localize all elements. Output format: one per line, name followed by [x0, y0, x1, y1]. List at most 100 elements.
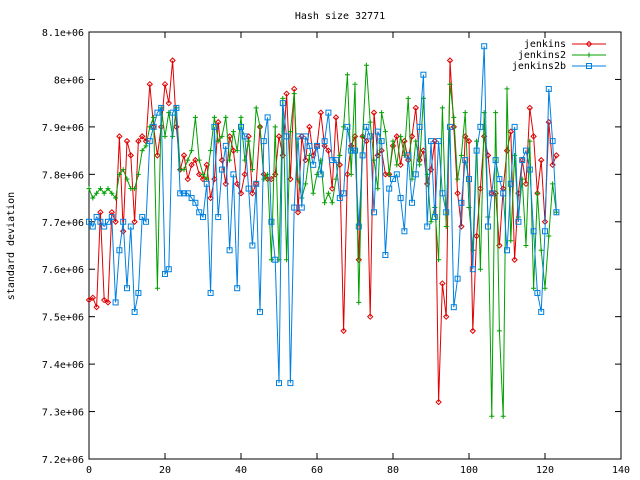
data-point-jenkins	[553, 152, 560, 159]
data-point-jenkins2b	[200, 214, 206, 221]
data-point-jenkins2b	[177, 190, 184, 197]
data-point-jenkins	[446, 57, 454, 64]
data-point-jenkins2	[443, 224, 449, 230]
data-point-jenkins2b	[511, 123, 518, 130]
data-point-jenkins2b	[390, 176, 396, 183]
data-point-jenkins2b	[234, 285, 241, 292]
data-point-jenkins	[454, 190, 461, 197]
data-point-jenkins	[93, 303, 100, 311]
data-point-jenkins2	[208, 148, 214, 154]
data-point-jenkins2	[135, 171, 141, 177]
data-point-jenkins2b	[355, 223, 362, 230]
data-point-jenkins2	[546, 233, 552, 239]
data-point-jenkins2	[337, 152, 343, 158]
data-point-jenkins	[184, 175, 192, 183]
data-point-jenkins2	[375, 186, 381, 192]
data-point-jenkins2	[379, 110, 385, 116]
data-point-jenkins	[469, 327, 477, 335]
data-point-jenkins2b	[504, 247, 510, 254]
data-point-jenkins2b	[367, 133, 374, 140]
data-point-jenkins2	[105, 186, 111, 192]
data-point-jenkins2	[219, 133, 225, 139]
data-point-jenkins2b	[515, 218, 522, 225]
data-point-jenkins	[442, 313, 450, 320]
data-point-jenkins2	[185, 157, 191, 163]
x-tick-label: 120	[536, 465, 554, 476]
data-point-jenkins2b	[173, 104, 180, 111]
data-point-jenkins	[275, 133, 283, 140]
data-point-jenkins2b	[336, 195, 343, 202]
data-point-jenkins2b	[120, 218, 127, 225]
data-point-jenkins	[127, 152, 135, 159]
data-point-jenkins2	[363, 62, 369, 68]
data-point-jenkins2b	[264, 114, 271, 121]
data-point-jenkins2	[310, 190, 316, 196]
data-point-jenkins2	[504, 86, 510, 92]
data-point-jenkins2	[371, 157, 377, 163]
x-tick-label: 40	[235, 465, 247, 476]
data-point-jenkins2	[90, 195, 96, 201]
data-point-jenkins	[207, 194, 214, 202]
data-point-jenkins2b	[359, 152, 366, 159]
data-point-jenkins	[317, 109, 325, 116]
data-point-jenkins2b	[116, 247, 123, 254]
y-axis-label: standard deviation	[6, 192, 17, 300]
data-point-jenkins2	[477, 266, 483, 272]
data-point-jenkins	[112, 218, 119, 225]
x-tick-label: 60	[311, 465, 323, 476]
data-point-jenkins2b	[181, 190, 187, 197]
data-point-jenkins2b	[97, 218, 104, 225]
data-point-jenkins	[537, 156, 545, 164]
data-point-jenkins2	[417, 162, 423, 168]
data-point-jenkins2b	[207, 289, 214, 296]
data-point-jenkins	[397, 161, 404, 169]
legend-label-jenkins2b: jenkins2b	[512, 61, 566, 72]
legend-marker-jenkins2b	[586, 63, 592, 69]
data-point-jenkins	[165, 99, 173, 107]
data-point-jenkins2	[246, 138, 252, 144]
data-point-jenkins2b	[553, 209, 560, 216]
data-point-jenkins	[458, 223, 465, 230]
data-point-jenkins2	[550, 181, 556, 187]
data-point-jenkins2b	[526, 166, 533, 173]
data-point-jenkins	[161, 80, 169, 88]
data-point-jenkins2b	[462, 157, 469, 164]
data-point-jenkins2	[162, 133, 168, 139]
data-point-jenkins2b	[401, 228, 408, 235]
data-point-jenkins	[325, 147, 332, 154]
data-point-jenkins2	[101, 190, 107, 196]
data-point-jenkins2	[352, 81, 358, 87]
data-point-jenkins2	[390, 138, 396, 144]
data-point-jenkins2	[223, 114, 229, 120]
x-tick-label: 20	[159, 465, 171, 476]
data-point-jenkins	[214, 118, 222, 126]
data-point-jenkins2b	[397, 195, 404, 202]
data-point-jenkins2	[204, 176, 210, 182]
y-tick-label: 7.9e+06	[42, 123, 84, 134]
data-point-jenkins2b	[298, 204, 305, 211]
data-point-jenkins2b	[420, 71, 427, 78]
data-point-jenkins2	[348, 171, 354, 177]
data-point-jenkins2	[531, 285, 537, 291]
data-point-jenkins2	[428, 219, 434, 225]
data-point-jenkins2	[360, 133, 366, 139]
data-point-jenkins2	[86, 186, 92, 192]
data-point-jenkins2b	[272, 256, 279, 263]
data-point-jenkins2b	[542, 228, 548, 235]
data-point-jenkins	[340, 327, 347, 335]
data-point-jenkins	[85, 296, 93, 304]
data-point-jenkins2b	[325, 109, 332, 116]
y-tick-label: 7.6e+06	[42, 265, 84, 276]
legend-marker-jenkins	[585, 40, 593, 48]
data-point-jenkins2	[143, 143, 149, 149]
y-tick-label: 7.4e+06	[42, 360, 84, 371]
data-point-jenkins2b	[215, 214, 222, 221]
data-point-jenkins2	[189, 148, 195, 154]
data-point-jenkins2	[413, 138, 419, 144]
data-point-jenkins2b	[219, 166, 225, 173]
data-point-jenkins2b	[447, 123, 453, 130]
data-point-jenkins2	[470, 247, 476, 253]
data-point-jenkins2b	[143, 218, 149, 225]
data-point-jenkins2b	[276, 380, 282, 387]
data-point-jenkins2b	[363, 123, 370, 130]
